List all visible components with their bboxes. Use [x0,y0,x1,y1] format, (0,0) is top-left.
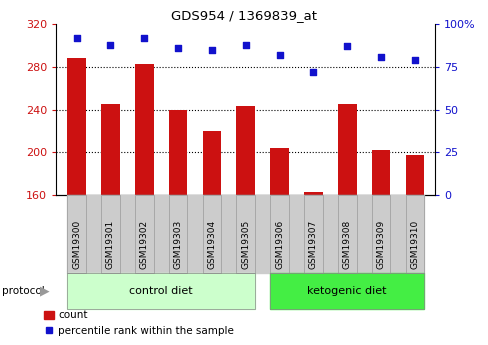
Bar [405,156,424,195]
Point [309,69,317,75]
Point [174,45,182,51]
Text: GSM19302: GSM19302 [140,220,148,269]
Point [275,52,283,58]
Text: ▶: ▶ [40,284,50,297]
Point [207,47,215,52]
Point [410,57,418,63]
Text: GSM19300: GSM19300 [72,220,81,269]
Point [106,42,114,47]
Text: control diet: control diet [129,286,193,296]
Bar [101,104,120,195]
Text: protocol: protocol [2,286,45,296]
Text: GSM19305: GSM19305 [241,220,250,269]
Text: GSM19310: GSM19310 [409,220,419,269]
Legend: count, percentile rank within the sample: count, percentile rank within the sample [40,306,238,340]
Bar [168,110,187,195]
Point [73,35,81,41]
Point [376,54,384,59]
Text: GSM19308: GSM19308 [342,220,351,269]
Text: GSM19309: GSM19309 [376,220,385,269]
Bar [67,58,86,195]
Text: GSM19304: GSM19304 [207,220,216,269]
Bar [202,131,221,195]
Bar [304,192,322,195]
Point [140,35,148,41]
Text: GDS954 / 1369839_at: GDS954 / 1369839_at [171,9,317,22]
Point [241,42,249,47]
Text: GSM19307: GSM19307 [308,220,317,269]
Text: ketogenic diet: ketogenic diet [307,286,386,296]
Bar [337,104,356,195]
Text: GSM19306: GSM19306 [274,220,284,269]
Point [343,43,350,49]
Bar [135,63,153,195]
Text: GSM19301: GSM19301 [106,220,115,269]
Bar [270,148,288,195]
Bar [236,106,255,195]
Bar [371,150,389,195]
Text: GSM19303: GSM19303 [173,220,182,269]
